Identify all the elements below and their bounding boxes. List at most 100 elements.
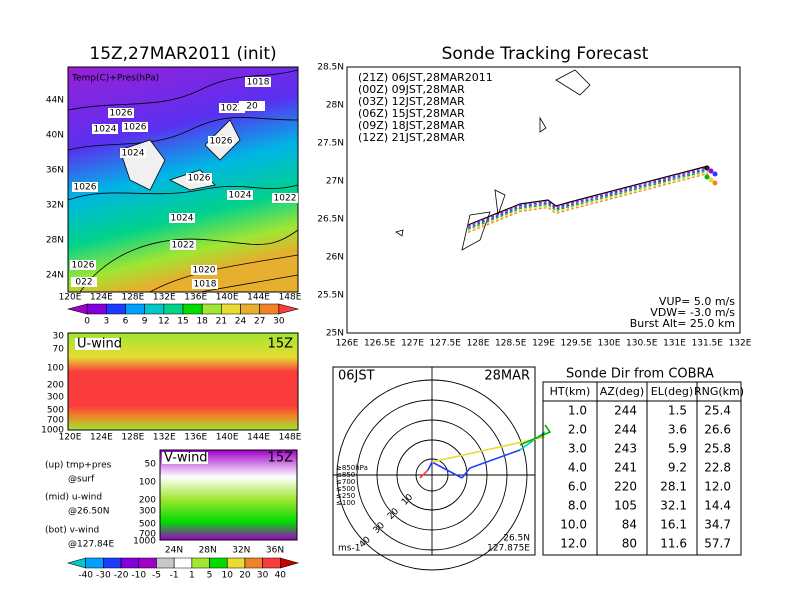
isobar-label-box [191, 265, 217, 275]
temp-colorbar-swatch [182, 303, 203, 315]
table-cell: 1.5 [668, 404, 687, 418]
lon-tick-label: 132E [153, 293, 176, 303]
trajectory-end [708, 168, 714, 174]
lat-tick-label: 36N [46, 166, 64, 176]
lon-tick-label: 126E [336, 339, 359, 349]
lat-tick-label: 28.5N [317, 63, 344, 73]
temp-colorbar-label: 18 [196, 317, 208, 327]
wind-colorbar-label: 20 [239, 571, 251, 581]
lat-tick-label: 36N [266, 546, 284, 556]
pressure-legend: ≤850 [336, 471, 355, 479]
temp-colorbar-swatch [144, 303, 165, 315]
lon-tick-label: 120E [59, 433, 82, 443]
islands [395, 69, 591, 251]
temp-colorbar-swatch [259, 303, 280, 315]
legend-entry: (12Z) 21JST,28MAR [358, 131, 465, 144]
isobar-label: 1026 [188, 174, 211, 184]
table-header: AZ(deg) [600, 385, 644, 398]
table-header: RNG(km) [694, 385, 744, 398]
table-cell: 105 [614, 499, 637, 513]
wind-colorbar-swatch [103, 557, 122, 569]
table-cell: 220 [614, 480, 637, 494]
table-cell: 2.0 [568, 423, 587, 437]
trajectory [467, 171, 709, 232]
wind-colorbar-label: 30 [257, 571, 269, 581]
v-wind-time: 15Z [268, 451, 294, 466]
table-cell: 84 [622, 518, 637, 532]
polar-date: 28MAR [484, 369, 530, 384]
isobar-label: 1020 [193, 266, 216, 276]
lon-tick-label: 131E [663, 339, 686, 349]
isobar-label-box [122, 122, 148, 132]
table-cell: 241 [614, 461, 637, 475]
lat-tick-label: 24N [46, 271, 64, 281]
isobar-label-box [272, 193, 298, 203]
pressure-tick-label: 70 [53, 345, 65, 355]
table-cell: 4.0 [568, 461, 587, 475]
trajectory-end [712, 180, 718, 186]
temp-colorbar-swatch [201, 303, 222, 315]
table-cell: 3.6 [668, 423, 687, 437]
lon-tick-label: 126.5E [364, 339, 396, 349]
wind-colorbar-swatch [66, 557, 86, 569]
u-wind-title: U-wind [77, 337, 122, 352]
pressure-legend: ≤500 [336, 485, 355, 493]
lat-tick-label: 28N [46, 236, 64, 246]
temp-colorbar-label: 15 [177, 317, 188, 327]
wind-colorbar-label: 40 [275, 571, 287, 581]
pressure-tick-label: 1000 [133, 537, 156, 547]
temp-colorbar-label: 12 [158, 317, 169, 327]
isobar-label-box [219, 103, 245, 113]
pressure-tick-label: 100 [139, 478, 156, 488]
isobar-label-box [71, 277, 97, 287]
temp-colorbar-label: 3 [103, 317, 109, 327]
isobar-label-box [120, 148, 146, 158]
lon-tick-label: 124E [90, 433, 113, 443]
wind-colorbar-swatch [85, 557, 104, 569]
wind-colorbar-swatch [244, 557, 263, 569]
lat-tick-label: 28N [326, 101, 344, 111]
lon-tick-label: 144E [247, 293, 270, 303]
lon-tick-label: 144E [247, 433, 270, 443]
lon-tick-label: 120E [59, 293, 82, 303]
isobar-label-box [108, 108, 134, 118]
lat-tick-label: 25N [326, 329, 344, 339]
isobar-label-box [208, 136, 234, 146]
lat-tick-label: 24N [165, 546, 183, 556]
table-title: Sonde Dir from COBRA [566, 367, 714, 382]
temp-colorbar-label: 6 [123, 317, 129, 327]
isobar-label: 1026 [110, 109, 133, 119]
pressure-tick-label: 1000 [41, 426, 64, 436]
temp-colorbar-label: 30 [273, 317, 285, 327]
polar-rings [333, 367, 535, 571]
table-cell: 10.0 [560, 518, 587, 532]
wind-colorbar-swatch [156, 557, 175, 569]
temp-colorbar-label: 0 [84, 317, 90, 327]
sonde-info: VUP= 5.0 m/s [659, 295, 735, 308]
table-cell: 28.1 [660, 480, 687, 494]
temp-colorbar-swatch [66, 303, 88, 315]
polar-lon: 127.875E [487, 544, 530, 554]
table-cell: 12.0 [704, 480, 731, 494]
lon-tick-label: 130E [598, 339, 621, 349]
pressure-tick-label: 100 [47, 364, 64, 374]
table-cell: 6.0 [568, 480, 587, 494]
temp-colorbar-swatch [221, 303, 241, 315]
wind-colorbar-swatch [226, 557, 246, 569]
temp-colorbar-label: 9 [142, 317, 148, 327]
isobar-label: 1026 [74, 183, 97, 193]
table-cell: 3.0 [568, 442, 587, 456]
isobar-label: 1022 [172, 241, 195, 251]
lat-tick-label: 25.5N [317, 291, 344, 301]
table-header: EL(deg) [651, 385, 693, 398]
isobar-label: 1026 [124, 123, 147, 133]
pressure-tick-label: 50 [145, 460, 157, 470]
table-cell: 14.4 [704, 499, 731, 513]
table-cell: 32.1 [660, 499, 687, 513]
wind-colorbar-swatch [173, 557, 193, 569]
pressure-legend: ≤700 [336, 478, 355, 486]
map-label: Temp(C)+Pres(hPa) [71, 74, 159, 84]
u-wind-time: 15Z [268, 337, 294, 352]
wind-colorbar-label: -30 [96, 571, 111, 581]
